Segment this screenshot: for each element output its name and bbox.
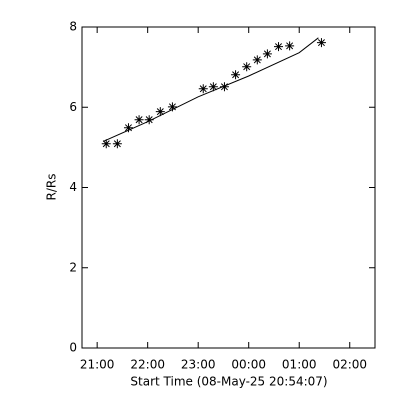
- y-tick-label: 8: [69, 20, 77, 34]
- x-tick-label: 01:00: [282, 358, 317, 372]
- data-point: [274, 42, 284, 52]
- data-point: [112, 139, 122, 149]
- data-point: [316, 38, 326, 48]
- data-point: [155, 107, 165, 117]
- plot-frame: [81, 26, 376, 349]
- data-point: [144, 115, 154, 125]
- y-axis-label: R/Rs: [45, 174, 59, 201]
- data-point: [242, 62, 252, 72]
- x-tick-label: 21:00: [80, 358, 115, 372]
- x-axis-label: Start Time (08-May-25 20:54:07): [130, 375, 327, 389]
- y-tick-label: 2: [69, 260, 77, 274]
- x-tick-label: 22:00: [130, 358, 165, 372]
- data-point: [167, 102, 177, 112]
- x-tick-label: 00:00: [231, 358, 266, 372]
- data-point: [134, 115, 144, 125]
- data-point: [123, 123, 133, 133]
- data-point: [101, 139, 111, 149]
- data-point: [208, 82, 218, 92]
- y-tick-label: 0: [69, 341, 77, 355]
- x-tick-label: 02:00: [332, 358, 367, 372]
- y-tick-label: 4: [69, 180, 77, 194]
- data-point: [285, 41, 295, 51]
- y-tick-label: 6: [69, 100, 77, 114]
- data-point: [262, 49, 272, 59]
- x-tick-label: 23:00: [181, 358, 216, 372]
- data-point: [231, 70, 241, 80]
- data-point: [252, 55, 262, 65]
- data-point: [198, 84, 208, 94]
- data-point: [219, 82, 229, 92]
